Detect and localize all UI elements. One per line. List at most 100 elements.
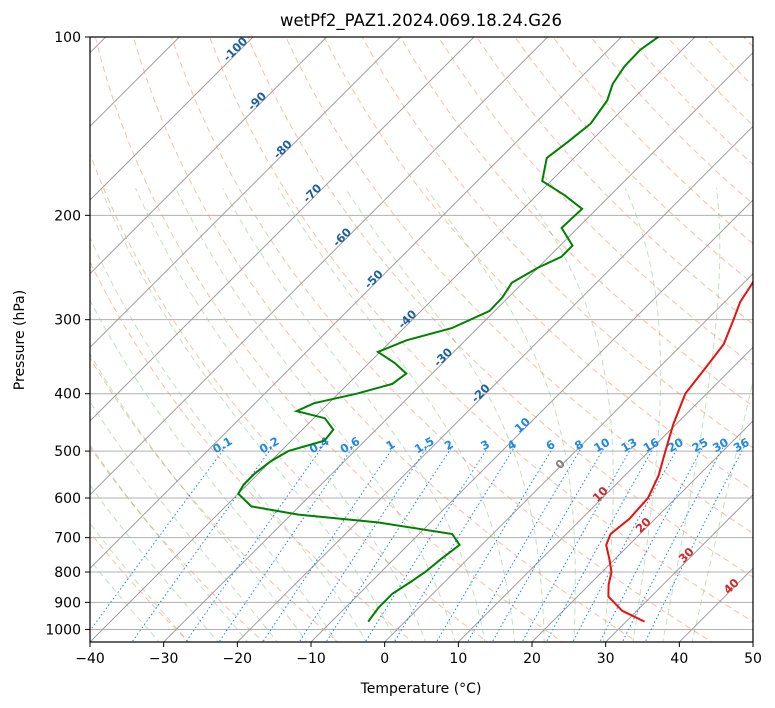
isotherm-line	[310, 199, 753, 642]
isotherm-label: -80	[270, 137, 295, 162]
moist-adiabat-line	[90, 236, 367, 642]
moist-adiabat-label: 10	[590, 484, 611, 505]
x-tick-label: 40	[670, 651, 688, 667]
dry-adiabat-line	[94, 37, 564, 642]
y-tick-label: 200	[54, 208, 81, 224]
moist-adiabat-label: 20	[633, 515, 654, 536]
pressure-gridlines	[90, 37, 753, 630]
x-tick-label: −20	[223, 651, 253, 667]
isotherm-label: -30	[431, 345, 456, 370]
mixing-ratio-label: 0.1	[210, 434, 235, 456]
y-tick-label: 900	[54, 595, 81, 611]
dry-adiabat-line	[285, 37, 753, 535]
chart-title: wetPf2_PAZ1.2024.069.18.24.G26	[280, 11, 562, 31]
x-tick-label: −30	[149, 651, 179, 667]
dry-adiabat-line	[437, 37, 753, 366]
dry-adiabat-line	[361, 37, 753, 449]
isotherm-label: -40	[395, 307, 420, 332]
dry-adiabat-line	[209, 37, 753, 623]
moist-adiabat-line	[691, 378, 753, 642]
y-tick-label: 400	[54, 387, 81, 403]
x-axis-ticks: −40 −30 −20 −10 0 10 20 30 40 50	[75, 642, 762, 667]
isotherm-line	[457, 346, 753, 642]
y-tick-label: 300	[54, 313, 81, 329]
y-tick-label: 500	[54, 444, 81, 460]
mixing-ratio-label: 20	[665, 435, 686, 455]
x-tick-label: 50	[744, 651, 762, 667]
mixing-ratio-label: 13	[619, 435, 640, 455]
profile-line	[605, 279, 753, 623]
dry-adiabat-line	[247, 37, 753, 578]
x-tick-label: −40	[75, 651, 105, 667]
isotherm-line	[90, 37, 254, 201]
isotherm-line	[162, 51, 753, 642]
isotherm-label: -60	[330, 225, 355, 250]
dry-adiabat-line	[399, 37, 753, 407]
moist-adiabat-line	[100, 188, 397, 642]
dry-adiabat-line	[90, 356, 339, 642]
x-axis-label: Temperature (°C)	[360, 681, 482, 697]
moist-adiabat-line	[90, 299, 338, 642]
isotherm-line	[90, 37, 402, 349]
profile-lines	[237, 37, 753, 623]
mixing-ratio-label: 16	[641, 435, 662, 455]
isotherm-line	[678, 567, 753, 642]
moist-adiabat-line	[90, 522, 190, 642]
mixing-ratio-line	[393, 445, 516, 642]
x-tick-label: 10	[449, 651, 467, 667]
mixing-ratio-line	[364, 445, 490, 642]
mixing-ratio-line	[491, 445, 606, 642]
isotherm-line	[90, 37, 475, 422]
mixing-ratio-label: 1.5	[412, 434, 437, 456]
moist-adiabat-line	[662, 188, 721, 642]
moist-adiabat-line	[90, 400, 278, 642]
dry-adiabat-line	[590, 37, 753, 205]
x-tick-label: 0	[380, 651, 389, 667]
moist-adiabat-line	[522, 187, 614, 642]
dry-adiabats	[90, 10, 775, 645]
isotherms	[90, 37, 753, 642]
isotherm-line	[752, 641, 753, 642]
isotherm-label: -70	[300, 181, 325, 206]
mixing-ratio-label: 10	[591, 435, 612, 455]
moist-adiabat-label: 40	[721, 576, 742, 597]
mixing-ratio-line	[545, 445, 656, 642]
dry-adiabat-line	[742, 37, 753, 48]
dry-adiabat-line	[90, 531, 190, 642]
mixing-ratio-line	[572, 445, 680, 642]
x-tick-label: 20	[523, 651, 541, 667]
dry-adiabat-line	[170, 37, 713, 642]
moist-adiabat-line	[624, 187, 662, 642]
dry-adiabat-line	[552, 37, 753, 245]
mixing-ratio-line	[185, 445, 324, 642]
y-tick-label: 600	[54, 491, 81, 507]
profile-line	[237, 37, 659, 623]
mixing-ratio-lines	[90, 445, 746, 642]
plot-frame	[89, 36, 754, 643]
dry-adiabat-line	[323, 37, 753, 491]
moist-adiabats	[90, 187, 753, 642]
mixing-ratio-label: 36	[731, 435, 752, 455]
moist-adiabat-line	[425, 187, 576, 642]
moist-adiabat-line	[344, 187, 545, 642]
mixing-ratio-label: 10	[512, 414, 533, 435]
isotherm-label: -50	[361, 267, 386, 292]
y-axis-label: Pressure (hPa)	[12, 290, 28, 390]
isotherm-line	[90, 37, 696, 642]
dry-adiabat-line	[755, 10, 775, 645]
isotherm-line	[90, 37, 181, 128]
y-tick-label: 100	[54, 30, 81, 46]
isotherm-label: -90	[245, 89, 270, 114]
mixing-ratio-line	[298, 445, 429, 642]
mixing-ratio-label: 0.2	[257, 434, 282, 456]
dry-adiabat-line	[514, 37, 753, 285]
dry-adiabat-line	[704, 37, 753, 87]
zero-label: 0	[552, 456, 568, 472]
mixing-ratio-line	[325, 445, 454, 642]
moist-adiabat-line	[175, 187, 456, 642]
y-tick-label: 800	[54, 565, 81, 581]
mixing-ratio-line	[262, 445, 395, 642]
moist-adiabat-line	[222, 187, 486, 642]
moist-adiabat-line	[135, 187, 427, 642]
